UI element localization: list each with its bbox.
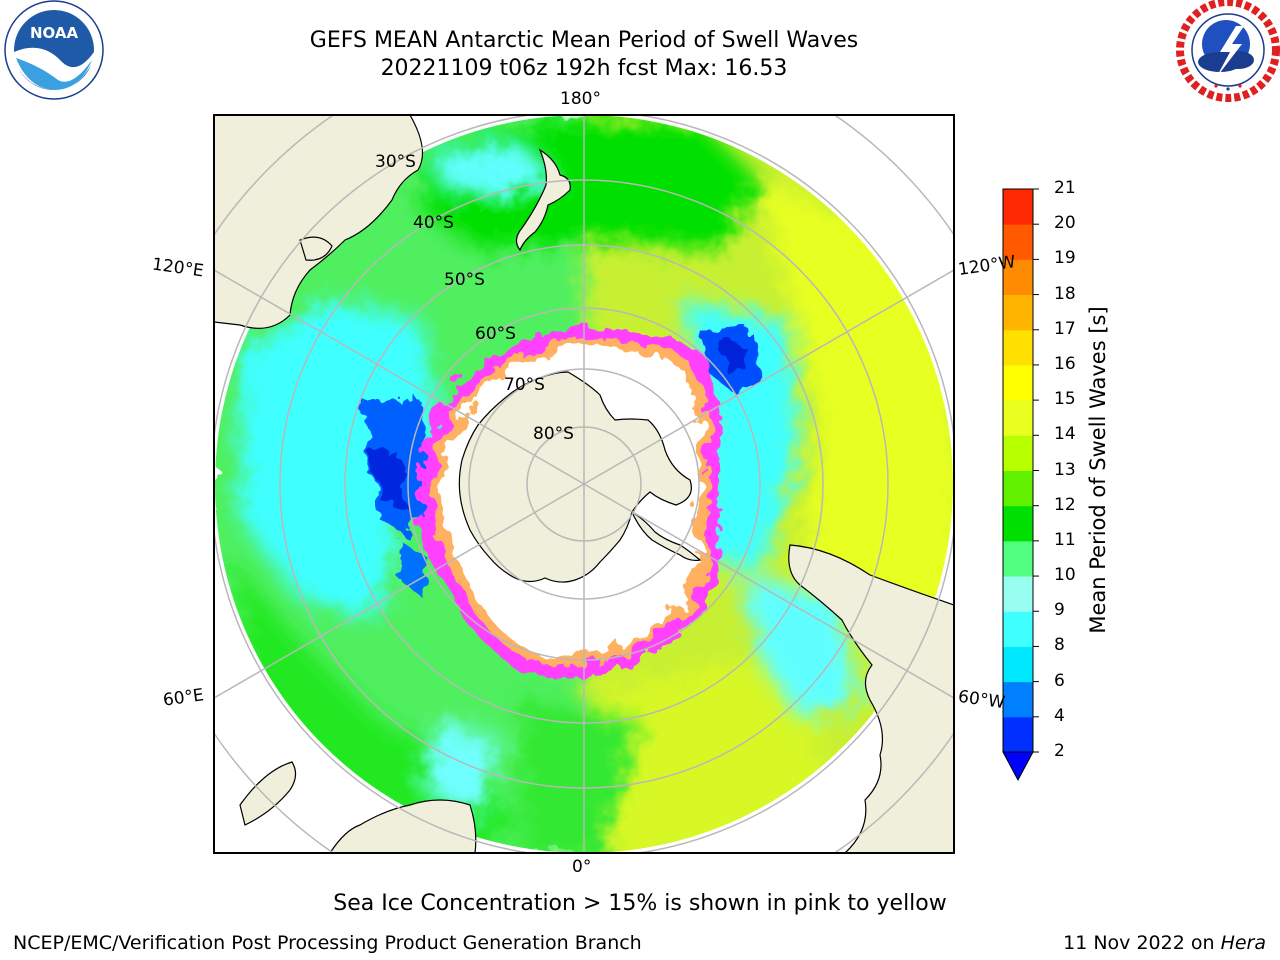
land bbox=[214, 115, 954, 853]
colorbar-bin bbox=[1003, 224, 1033, 260]
colorbar-tick-label: 6 bbox=[1054, 670, 1065, 691]
date-text: 11 Nov 2022 on bbox=[1063, 932, 1221, 954]
lon-label-bottom: 0° bbox=[572, 857, 592, 877]
lat-label-80s: 80°S bbox=[533, 424, 574, 444]
colorbar-bin bbox=[1003, 681, 1033, 718]
graticule bbox=[214, 115, 954, 853]
colorbar-bin bbox=[1003, 294, 1033, 331]
colorbar-tick-label: 9 bbox=[1054, 600, 1065, 621]
colorbar-tick-label: 8 bbox=[1054, 635, 1065, 656]
map-frame bbox=[213, 114, 955, 854]
lat-label-30s: 30°S bbox=[375, 152, 416, 172]
colorbar-bin bbox=[1003, 329, 1033, 366]
credit-text: NCEP/EMC/Verification Post Processing Pr… bbox=[13, 932, 642, 954]
machine-name: Hera bbox=[1220, 932, 1266, 954]
colorbar-label: Mean Period of Swell Waves [s] bbox=[1086, 306, 1110, 634]
colorbar-bin bbox=[1003, 576, 1033, 612]
lat-label-60s: 60°S bbox=[475, 324, 516, 344]
noaa-logo-text: NOAA bbox=[30, 24, 79, 42]
sea-ice-note: Sea Ice Concentration > 15% is shown in … bbox=[333, 891, 947, 916]
colorbar-tick-label: 14 bbox=[1054, 424, 1076, 445]
colorbar-bin bbox=[1003, 189, 1033, 225]
lat-label-50s: 50°S bbox=[444, 270, 485, 290]
colorbar-tick-label: 21 bbox=[1054, 178, 1076, 198]
colorbar-bin bbox=[1003, 364, 1033, 401]
colorbar-bin bbox=[1003, 540, 1033, 577]
colorbar-tick-label: 18 bbox=[1054, 283, 1076, 304]
nws-logo bbox=[1176, 0, 1280, 102]
colorbar-bin bbox=[1003, 611, 1033, 647]
colorbar-tick-label: 13 bbox=[1054, 459, 1076, 480]
antarctica bbox=[458, 371, 692, 583]
lat-label-40s: 40°S bbox=[413, 213, 454, 233]
colorbar-tick-label: 2 bbox=[1054, 741, 1065, 761]
colorbar-bin bbox=[1003, 716, 1033, 753]
colorbar-bin bbox=[1003, 470, 1033, 507]
colorbar-bin bbox=[1003, 400, 1033, 436]
colorbar-tick-label: 12 bbox=[1054, 494, 1076, 515]
colorbar bbox=[1002, 188, 1039, 782]
colorbar-bin bbox=[1003, 259, 1033, 296]
chart-subtitle: 20221109 t06z 192h fcst Max: 16.53 bbox=[380, 56, 788, 81]
lat-label-70s: 70°S bbox=[504, 375, 545, 395]
noaa-logo: NOAA bbox=[4, 0, 104, 100]
colorbar-tick-label: 16 bbox=[1054, 353, 1076, 374]
colorbar-tick-label: 20 bbox=[1054, 213, 1076, 234]
colorbar-tick-label: 17 bbox=[1054, 318, 1076, 339]
lon-label-top: 180° bbox=[560, 89, 601, 109]
colorbar-tick-label: 15 bbox=[1054, 389, 1076, 410]
colorbar-tick-label: 4 bbox=[1054, 705, 1065, 726]
colorbar-bin bbox=[1003, 505, 1033, 542]
colorbar-bin bbox=[1003, 435, 1033, 471]
colorbar-extend-arrow bbox=[1002, 751, 1034, 782]
chart-title: GEFS MEAN Antarctic Mean Period of Swell… bbox=[309, 28, 859, 53]
colorbar-tick-label: 11 bbox=[1054, 529, 1076, 550]
colorbar-tick-label: 10 bbox=[1054, 565, 1076, 586]
colorbar-tick-label: 19 bbox=[1054, 248, 1076, 269]
date-stamp: 11 Nov 2022 on Hera bbox=[1063, 932, 1266, 954]
colorbar-bin bbox=[1003, 646, 1033, 683]
